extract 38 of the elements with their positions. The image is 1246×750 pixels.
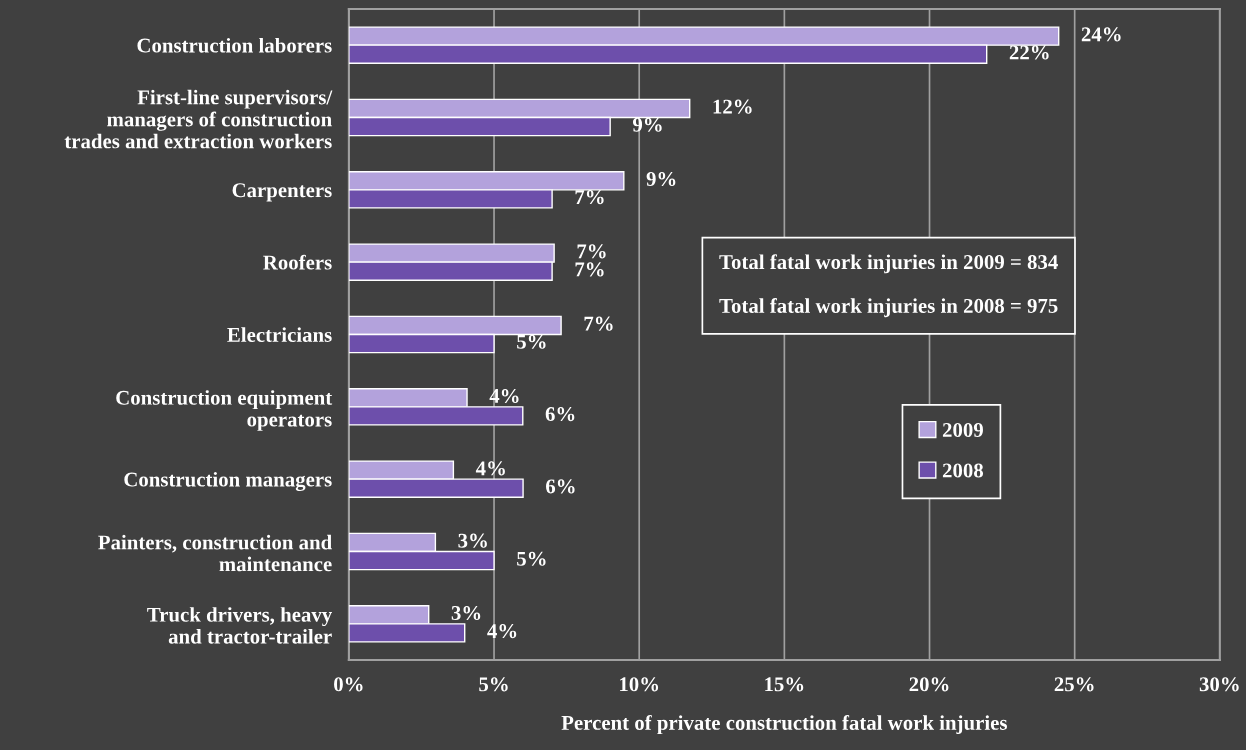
- data-label: 7%: [577, 244, 606, 259]
- data-label: 3%: [451, 605, 481, 621]
- x-tick-label: 10%: [620, 677, 659, 692]
- data-label: 5%: [517, 334, 546, 349]
- y-tick-label: Carpenters: [232, 183, 332, 202]
- y-tick-label: Roofers: [263, 254, 332, 270]
- data-label: 9%: [632, 117, 662, 132]
- data-label: 5%: [517, 551, 546, 566]
- data-label: 6%: [545, 407, 575, 422]
- y-tick-label: Construction equipment operators: [116, 390, 333, 431]
- data-label: 4%: [487, 624, 517, 639]
- y-tick-label: Construction laborers: [137, 37, 332, 53]
- data-label: 7%: [575, 262, 604, 277]
- legend-label: 2008: [942, 463, 984, 478]
- annotation: Total fatal work injuries in 2009 = 834 Total fatal work injuries in 2008 = 975: [719, 254, 1058, 318]
- data-label: 9%: [646, 171, 676, 187]
- x-tick-label: 0%: [334, 677, 363, 692]
- y-tick-label: Construction managers: [124, 471, 332, 491]
- y-tick-label: Painters, construction and maintenance: [98, 534, 332, 572]
- x-tick-label: 25%: [1054, 677, 1094, 692]
- x-tick-label: 15%: [765, 677, 804, 692]
- y-tick-label: Truck drivers, heavy and tractor-trailer: [147, 607, 333, 644]
- legend-label: 2009: [942, 422, 983, 438]
- y-tick-label: Electricians: [227, 327, 332, 342]
- data-label: 24%: [1081, 27, 1121, 42]
- data-label: 12%: [713, 99, 752, 114]
- data-label: 4%: [475, 461, 505, 476]
- x-tick-label: 30%: [1199, 677, 1239, 692]
- x-axis-title: Percent of private construction fatal work injuries: [561, 715, 1007, 735]
- data-label: 7%: [584, 316, 613, 331]
- x-tick-label: 5%: [479, 677, 508, 692]
- y-tick-label: First-line supervisors/ managers of construction trades and extraction workers: [64, 89, 333, 149]
- data-label: 22%: [1009, 45, 1049, 60]
- data-label: 6%: [546, 479, 575, 494]
- data-label: 3%: [458, 533, 487, 548]
- x-tick-label: 20%: [909, 677, 949, 692]
- data-label: 7%: [575, 190, 604, 205]
- data-label: 4%: [489, 388, 519, 404]
